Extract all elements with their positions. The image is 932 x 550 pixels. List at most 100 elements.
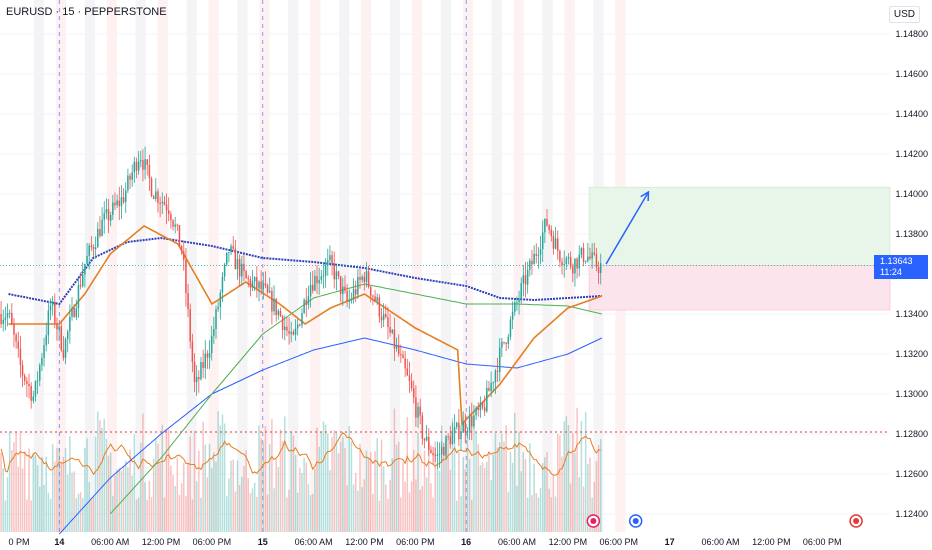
candle-body <box>17 341 20 349</box>
candle-body <box>357 276 359 295</box>
volume-bar <box>576 407 578 532</box>
candle-body <box>13 324 15 335</box>
candle-body <box>335 271 338 280</box>
volume-bar <box>451 418 454 532</box>
volume-bar <box>256 496 258 532</box>
candle-body <box>445 436 447 456</box>
candle-body <box>408 375 411 382</box>
candle-body <box>275 298 277 316</box>
volume-bar <box>339 441 342 532</box>
candle-body <box>531 260 533 265</box>
candle-body <box>241 263 243 277</box>
volume-bar <box>13 442 15 532</box>
candle-body <box>180 246 183 252</box>
volume-bar <box>505 425 507 532</box>
volume-bar <box>447 440 449 532</box>
candle-body <box>41 357 43 366</box>
volume-bar <box>8 431 11 532</box>
volume-bar <box>32 452 35 532</box>
volume-bar <box>193 431 196 532</box>
session-band <box>389 0 401 532</box>
volume-bar <box>185 495 187 532</box>
candle-body <box>99 228 101 236</box>
volume-bar <box>191 499 194 532</box>
x-tick-label: 14 <box>54 537 64 547</box>
volume-bar <box>187 463 189 532</box>
candle-body <box>391 329 394 333</box>
candle-body <box>163 201 166 205</box>
candle-body <box>217 306 219 310</box>
volume-bar <box>133 434 136 532</box>
currency-label[interactable]: USD <box>888 6 920 23</box>
candle-body <box>425 436 428 441</box>
candle-body <box>219 292 222 307</box>
volume-bar <box>245 450 247 532</box>
candle-body <box>191 341 194 363</box>
volume-ma-line <box>0 432 601 476</box>
candle-body <box>185 260 187 294</box>
volume-bar <box>288 489 290 532</box>
volume-bar <box>178 494 181 532</box>
event-flash-icon[interactable] <box>586 514 601 528</box>
candle-body <box>546 218 548 226</box>
volume-bar <box>198 450 200 532</box>
candle-body <box>148 164 151 179</box>
candle-body <box>449 436 452 445</box>
candle-body <box>569 257 572 267</box>
candle-body <box>380 316 383 321</box>
candle-body <box>488 387 490 392</box>
volume-bar <box>352 484 355 532</box>
candle-body <box>178 225 181 247</box>
event-flag-icon[interactable] <box>849 514 863 528</box>
volume-bar <box>114 475 116 532</box>
volume-bar <box>219 425 222 532</box>
volume-bar <box>387 498 389 532</box>
volume-bar <box>155 437 157 532</box>
candle-body <box>385 314 387 317</box>
volume-bar <box>135 499 138 532</box>
candle-body <box>245 271 247 279</box>
volume-bar <box>2 468 4 532</box>
event-icons[interactable] <box>586 514 863 528</box>
volume-bar <box>30 500 32 532</box>
candle-body <box>567 257 570 259</box>
volume-bar <box>436 468 439 532</box>
candle-body <box>305 299 308 305</box>
volume-bar <box>378 500 381 532</box>
volume-bar <box>537 497 540 532</box>
candle-body <box>94 247 97 249</box>
volume-bar <box>430 483 432 532</box>
x-tick-label: 06:00 PM <box>193 537 232 547</box>
candle-body <box>344 286 346 291</box>
symbol-title[interactable]: EURUSD · 15 · PEPPERSTONE <box>6 6 167 18</box>
candle-body <box>127 175 129 191</box>
volume-bar <box>507 491 510 532</box>
candle-body <box>0 314 2 324</box>
volume-bar <box>514 412 516 532</box>
y-tick-label: 1.12400 <box>895 509 928 519</box>
volume-bar <box>421 485 424 532</box>
volume-bar <box>492 454 495 532</box>
volume-bar <box>215 461 217 532</box>
volume-bar <box>284 416 286 532</box>
us-flag-icon[interactable] <box>628 514 643 528</box>
projection-arrow[interactable] <box>605 190 650 265</box>
volume-bar <box>90 500 93 532</box>
candle-body <box>458 422 460 440</box>
volume-bar <box>253 482 256 532</box>
candle-body <box>73 307 75 317</box>
volume-bar <box>286 497 288 532</box>
volume-bar <box>318 446 320 532</box>
volume-bar <box>438 471 441 532</box>
candle-body <box>122 197 125 203</box>
candle-body <box>32 396 35 401</box>
candle-body <box>165 204 168 211</box>
candle-body <box>524 275 527 285</box>
volume-bar <box>509 451 512 532</box>
candle-body <box>309 284 312 297</box>
candle-body <box>47 310 50 336</box>
volume-bar <box>258 425 260 532</box>
candle-body <box>503 341 505 343</box>
